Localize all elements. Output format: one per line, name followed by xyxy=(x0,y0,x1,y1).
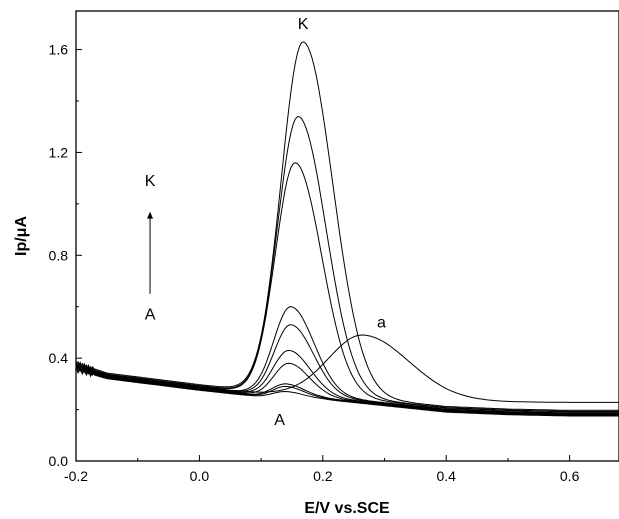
x-tick-label: 0.2 xyxy=(313,468,333,484)
x-axis-title: E/V vs.SCE xyxy=(304,500,390,517)
voltammetric-curve xyxy=(76,42,619,410)
annotation-label: A xyxy=(274,412,285,429)
annotation-label: a xyxy=(377,314,386,331)
y-tick-label: 0.4 xyxy=(49,350,69,366)
plot-frame xyxy=(76,11,619,461)
arrow-head-icon xyxy=(147,212,153,219)
y-axis-title: Ip/μA xyxy=(13,216,30,256)
x-tick-label: 0.4 xyxy=(436,468,456,484)
voltammetric-curve xyxy=(76,367,619,416)
annotation-label: K xyxy=(298,16,309,33)
voltammetric-curve xyxy=(76,366,619,416)
voltammetric-curve xyxy=(76,363,619,414)
y-tick-label: 1.6 xyxy=(49,42,69,58)
y-tick-label: 0.8 xyxy=(49,247,69,263)
voltammetric-curve xyxy=(76,163,619,412)
x-tick-label: -0.2 xyxy=(64,468,88,484)
annotations-group: Ka A K A xyxy=(145,16,386,429)
curves-group xyxy=(76,42,619,416)
y-axis: 0.0 0.4 0.8 1.2 1.6 xyxy=(49,42,82,469)
voltammetric-curve xyxy=(76,335,619,402)
annotation-label: A xyxy=(145,307,156,324)
voltammetric-curve xyxy=(76,368,619,416)
voltammetric-curve xyxy=(76,117,619,412)
x-tick-label: 0.6 xyxy=(560,468,580,484)
annotation-label: K xyxy=(145,173,156,190)
x-tick-label: 0.0 xyxy=(190,468,210,484)
x-axis: -0.2 0.0 0.2 0.4 0.6 xyxy=(64,455,580,484)
y-tick-label: 0.0 xyxy=(49,453,69,469)
y-tick-label: 1.2 xyxy=(49,144,69,160)
